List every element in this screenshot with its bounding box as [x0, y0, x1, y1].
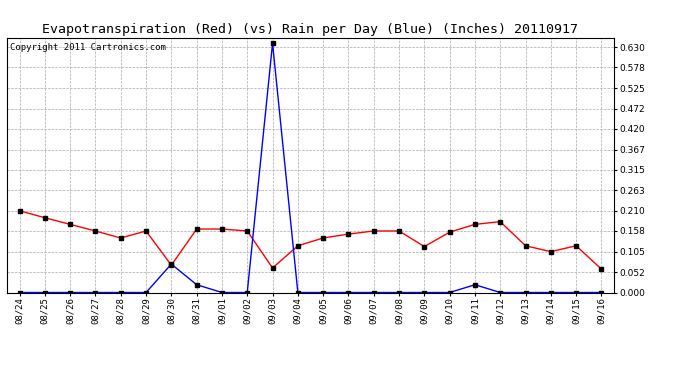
Text: Copyright 2011 Cartronics.com: Copyright 2011 Cartronics.com [10, 43, 166, 52]
Title: Evapotranspiration (Red) (vs) Rain per Day (Blue) (Inches) 20110917: Evapotranspiration (Red) (vs) Rain per D… [43, 23, 578, 36]
